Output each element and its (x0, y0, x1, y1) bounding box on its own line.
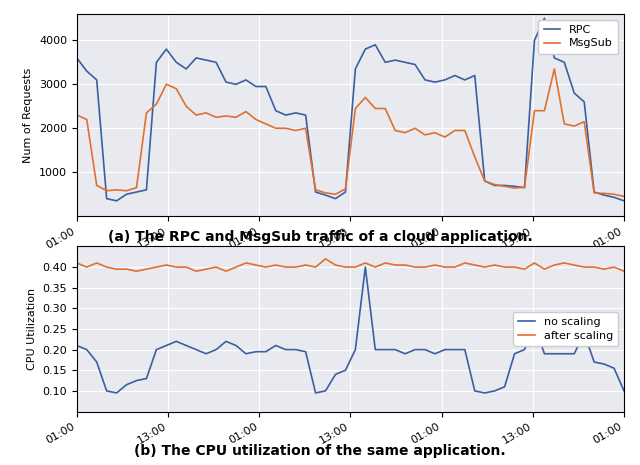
Line: no scaling: no scaling (77, 267, 624, 393)
RPC (113, 198, 120, 204)
after scaling (132, 268, 140, 274)
Line: after scaling: after scaling (77, 259, 624, 271)
RPC (282, 113, 289, 118)
no scaling (451, 347, 459, 352)
RPC (541, 15, 548, 21)
MsgSub (491, 182, 499, 187)
Line: RPC: RPC (77, 18, 624, 201)
no scaling (431, 351, 439, 357)
MsgSub (620, 193, 628, 199)
Line: MsgSub: MsgSub (77, 69, 624, 196)
no scaling (73, 343, 81, 348)
Legend: no scaling, after scaling: no scaling, after scaling (513, 312, 618, 346)
RPC (391, 57, 399, 63)
no scaling (282, 347, 289, 352)
MsgSub (73, 113, 81, 118)
no scaling (620, 388, 628, 394)
Y-axis label: CPU Utilization: CPU Utilization (27, 288, 36, 370)
after scaling (511, 264, 518, 270)
no scaling (401, 351, 409, 357)
RPC (620, 198, 628, 204)
after scaling (431, 262, 439, 268)
no scaling (511, 351, 518, 357)
Legend: RPC, MsgSub: RPC, MsgSub (538, 20, 618, 54)
MsgSub (550, 66, 558, 72)
RPC (73, 55, 81, 61)
Text: (b) The CPU utilization of the same application.: (b) The CPU utilization of the same appl… (134, 444, 506, 458)
RPC (500, 183, 508, 188)
after scaling (401, 262, 409, 268)
RPC (441, 77, 449, 83)
after scaling (83, 264, 91, 270)
after scaling (73, 260, 81, 266)
Text: (a) The RPC and MsgSub traffic of a cloud application.: (a) The RPC and MsgSub traffic of a clou… (108, 230, 532, 244)
no scaling (113, 390, 120, 396)
RPC (83, 68, 91, 74)
after scaling (451, 264, 459, 270)
after scaling (620, 268, 628, 274)
Y-axis label: Num of Requests: Num of Requests (24, 67, 33, 163)
no scaling (362, 264, 369, 270)
no scaling (83, 347, 91, 352)
MsgSub (381, 106, 389, 111)
after scaling (282, 264, 289, 270)
MsgSub (431, 130, 439, 135)
MsgSub (83, 117, 91, 122)
after scaling (322, 256, 330, 262)
MsgSub (272, 126, 280, 131)
RPC (421, 77, 429, 83)
MsgSub (412, 126, 419, 131)
